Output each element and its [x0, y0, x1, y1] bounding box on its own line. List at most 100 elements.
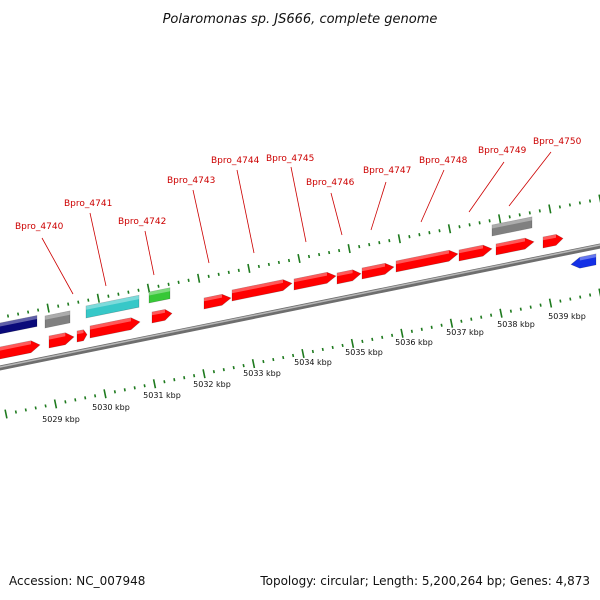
leader-line: [192, 189, 210, 264]
ruler-tick-major: [598, 194, 600, 203]
ruler-tick-minor: [217, 272, 220, 276]
feature-gray-shine: [45, 310, 70, 320]
leader-line: [508, 151, 552, 207]
feature-cds-shine: [396, 250, 449, 265]
accession-line: Accession: NC_007948: [9, 574, 145, 588]
tick-label: 5038 kbp: [497, 320, 535, 329]
gene-label[interactable]: Bpro_4740: [15, 222, 64, 232]
gene-label[interactable]: Bpro_4742: [118, 217, 166, 227]
gene-label[interactable]: Bpro_4749: [478, 146, 527, 156]
ruler-tick-major: [499, 308, 503, 318]
ruler-tick-major: [152, 379, 157, 389]
ruler-tick-minor: [378, 241, 381, 245]
ruler-tick-minor: [408, 235, 411, 239]
gene-label[interactable]: Bpro_4743: [167, 176, 215, 186]
ruler-tick-minor: [222, 368, 225, 372]
feature-rrna: [85, 294, 140, 319]
feature-gray-shine: [492, 216, 532, 229]
leader-line: [290, 166, 307, 243]
tick-label: 5039 kbp: [548, 312, 586, 321]
ruler-tick-major: [548, 204, 552, 214]
ruler-tick-minor: [272, 357, 275, 362]
ruler-tick-minor: [77, 300, 80, 304]
ruler-tick-minor: [588, 199, 592, 203]
length-value: 5,200,264 bp: [421, 574, 502, 588]
feature-navy-shine: [0, 315, 37, 327]
ruler-tick-minor: [331, 345, 334, 350]
ruler-tick-major: [53, 399, 58, 409]
feature-cds-shine: [0, 340, 31, 351]
ruler-tick-major: [350, 338, 355, 348]
ruler-tick-minor: [67, 302, 70, 306]
gene-label[interactable]: Bpro_4744: [211, 156, 260, 166]
ruler-tick-minor: [518, 213, 521, 217]
ruler-tick-minor: [318, 252, 321, 257]
ruler-tick-minor: [328, 250, 331, 255]
ruler-tick-major: [96, 293, 100, 303]
feature-cds: [48, 332, 75, 349]
feature-cds: [495, 237, 535, 256]
tick-label: 5029 kbp: [42, 415, 80, 424]
feature-cds-shine: [543, 234, 556, 241]
ruler-tick-major: [301, 348, 305, 359]
ruler-tick-major: [46, 303, 50, 313]
ruler-tick-minor: [307, 254, 311, 259]
ruler-tick-minor: [358, 244, 361, 249]
feature-cds: [0, 340, 41, 360]
ruler-tick-major: [447, 224, 452, 234]
feature-cds-shine: [90, 317, 131, 330]
ruler-tick-minor: [6, 314, 10, 318]
leader-line: [89, 212, 107, 287]
gene-label[interactable]: Bpro_4745: [266, 154, 314, 164]
feature-cds-shine: [232, 279, 283, 294]
ruler-tick-minor: [163, 380, 166, 384]
ruler-tick-minor: [84, 396, 87, 400]
gene-label[interactable]: Bpro_4748: [419, 156, 468, 166]
gene-label[interactable]: Bpro_4741: [64, 199, 112, 209]
tick-label: 5036 kbp: [395, 338, 433, 347]
ruler-tick-minor: [287, 258, 291, 263]
tick-label: 5034 kbp: [294, 358, 332, 367]
feature-cds: [203, 293, 232, 310]
ruler-tick-minor: [207, 274, 210, 278]
ruler-tick-major: [197, 273, 201, 283]
ruler-tick-minor: [480, 315, 483, 319]
leader-line: [370, 181, 387, 231]
ruler-tick-minor: [440, 323, 443, 327]
gene-label[interactable]: Bpro_4747: [363, 166, 411, 176]
ruler-tick-minor: [232, 365, 235, 370]
gene-label[interactable]: Bpro_4750: [533, 137, 582, 147]
tick-label: 5035 kbp: [345, 348, 383, 357]
tick-label: 5033 kbp: [243, 369, 281, 378]
ruler-tick-major: [202, 369, 206, 379]
ruler-tick-minor: [282, 355, 285, 360]
ruler-tick-minor: [418, 233, 421, 237]
ruler-tick-minor: [177, 280, 180, 284]
gene-label[interactable]: Bpro_4746: [306, 178, 355, 188]
ruler-tick-minor: [371, 337, 374, 342]
ruler-tick-major: [347, 244, 351, 254]
length-label: Length:: [372, 574, 419, 588]
feature-blue: [570, 253, 597, 269]
ruler-tick-minor: [87, 298, 90, 302]
ruler-tick-minor: [470, 317, 473, 321]
feature-navy: [0, 315, 38, 335]
ruler-tick-minor: [388, 239, 391, 243]
ruler-tick-minor: [539, 303, 542, 307]
ruler-tick-minor: [508, 215, 511, 219]
ruler-tick-minor: [64, 400, 67, 404]
ruler-tick-minor: [34, 406, 37, 410]
ruler-tick-minor: [242, 363, 245, 368]
inner-ruler: [4, 288, 600, 419]
ruler-tick-minor: [277, 260, 280, 265]
ruler-tick-minor: [24, 408, 27, 412]
feature-cds: [89, 317, 141, 339]
ruler-tick-minor: [44, 404, 47, 408]
ruler-tick-minor: [57, 304, 60, 308]
leader-line: [330, 192, 343, 236]
ruler-tick-minor: [321, 347, 324, 352]
ruler-tick-minor: [237, 268, 240, 273]
leader-line: [144, 230, 155, 276]
feature-cds: [76, 329, 88, 343]
